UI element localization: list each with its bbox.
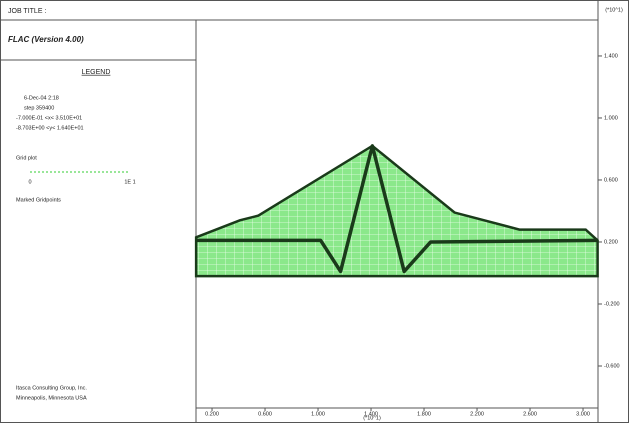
x-tick-label: 1.400	[364, 411, 378, 417]
footer-line: Minneapolis, Minnesota USA	[16, 395, 87, 401]
x-tick-label: 0.600	[258, 411, 272, 417]
footer-line: Itasca Consulting Group, Inc.	[16, 385, 87, 391]
x-axis-label: (*10^1)	[363, 415, 381, 421]
legend-entry: Marked Gridpoints	[16, 197, 61, 203]
x-tick-label: 3.000	[576, 411, 590, 417]
scale-label: 1E 1	[124, 179, 135, 185]
legend-title: LEGEND	[82, 69, 111, 76]
legend-entry: Grid plot	[16, 155, 37, 161]
y-tick-label: 1.000	[604, 115, 618, 121]
job-title: JOB TITLE :	[8, 8, 46, 15]
y-tick-label: -0.200	[604, 301, 620, 307]
grid-mesh	[194, 144, 599, 278]
y-tick-label: -0.600	[604, 363, 620, 369]
x-tick-label: 2.200	[470, 411, 484, 417]
x-tick-label: 0.200	[205, 411, 219, 417]
legend-line: -7.000E-01 <x< 3.510E+01	[16, 115, 82, 121]
legend-line: 6-Dec-04 2:18	[24, 95, 59, 101]
legend-line: step 359400	[24, 105, 54, 111]
x-tick-label: 1.000	[311, 411, 325, 417]
y-axis-label: (*10^1)	[605, 7, 623, 13]
x-tick-label: 1.800	[417, 411, 431, 417]
legend-line: -8.703E+00 <y< 1.640E+01	[16, 125, 84, 131]
y-tick-label: 0.200	[604, 239, 618, 245]
marked-gridpoints	[196, 144, 598, 274]
y-tick-label: 1.400	[604, 53, 618, 59]
x-tick-label: 2.600	[523, 411, 537, 417]
y-tick-label: 0.600	[604, 177, 618, 183]
chart-title: FLAC (Version 4.00)	[8, 35, 84, 44]
scale-label: 0	[28, 179, 31, 185]
